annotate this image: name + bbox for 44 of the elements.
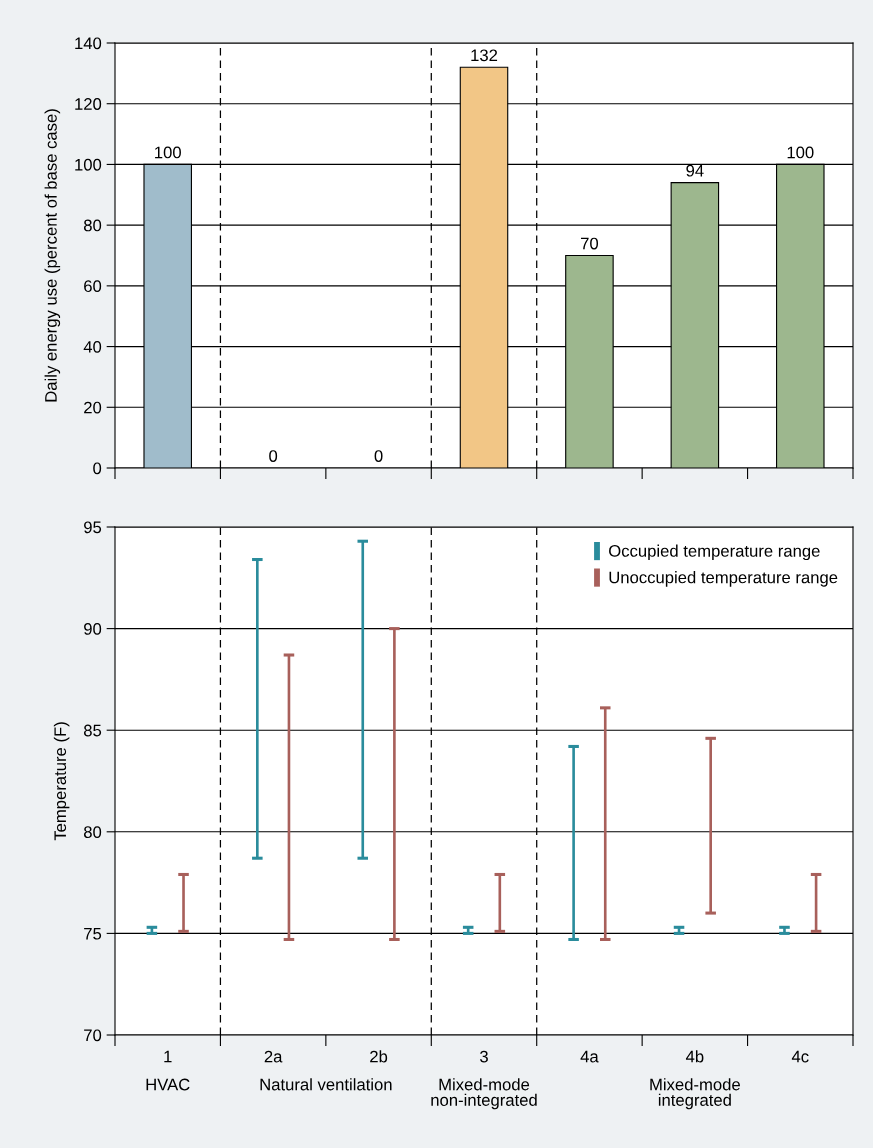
y-tick-label: 75 [84,927,102,940]
legend-label: Unoccupied temperature range [609,571,838,587]
legend-label: Occupied temperature range [609,544,820,561]
data-label: 94 [686,164,704,177]
text: Mixed-mode non-integrated [431,1078,537,1110]
bar [498,874,502,932]
data-label: 132 [471,49,498,62]
bar [361,541,365,859]
y-tick-label: 0 [93,462,102,475]
y-tick-label: 40 [83,340,102,353]
y-axis-title: Daily energy use (percent of base case) [44,109,61,402]
x-tick-label: 4c [791,1050,809,1063]
bar [572,746,575,940]
text: HVAC [146,1078,190,1091]
data-label: 100 [155,146,181,159]
data-label: 100 [787,146,814,159]
y-tick-label: 60 [84,280,102,293]
bar [182,874,185,932]
x-tick-label: 2b [370,1050,388,1063]
y-tick-label: 95 [84,521,102,534]
data-label: 70 [581,237,599,250]
text: Natural ventilation [260,1078,392,1091]
x-tick-label: 3 [480,1050,488,1063]
x-tick-label: 2a [264,1050,283,1063]
y-tick-label: 90 [84,623,102,635]
bar [393,628,396,940]
x-tick-label: 4b [685,1050,704,1063]
y-tick-label: 80 [83,219,102,232]
y-tick-label: 85 [83,724,102,737]
bar [256,559,259,859]
x-tick-label: 4a [580,1050,599,1063]
bar [709,738,712,914]
y-tick-label: 80 [83,826,102,838]
bar [603,707,607,940]
text: Mixed-mode integrated [650,1078,740,1110]
y-tick-label: 20 [84,401,102,414]
y-axis-title: Temperature (F) [53,722,70,841]
y-tick-label: 140 [75,37,102,50]
y-tick-label: 100 [75,158,102,171]
x-tick-label: 1 [164,1050,172,1063]
y-tick-label: 120 [75,98,102,110]
data-label: 0 [269,450,278,462]
y-tick-label: 70 [84,1029,102,1042]
data-label: 0 [374,450,383,462]
